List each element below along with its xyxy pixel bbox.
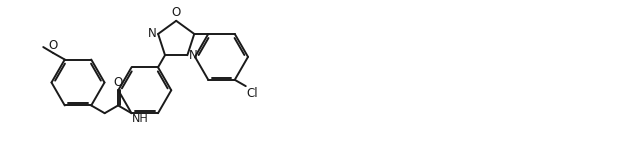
Text: N: N [148, 27, 156, 40]
Text: Cl: Cl [246, 87, 258, 100]
Text: NH: NH [132, 114, 149, 124]
Text: N: N [189, 49, 198, 62]
Text: O: O [48, 39, 57, 52]
Text: O: O [114, 76, 123, 89]
Text: O: O [172, 6, 181, 19]
